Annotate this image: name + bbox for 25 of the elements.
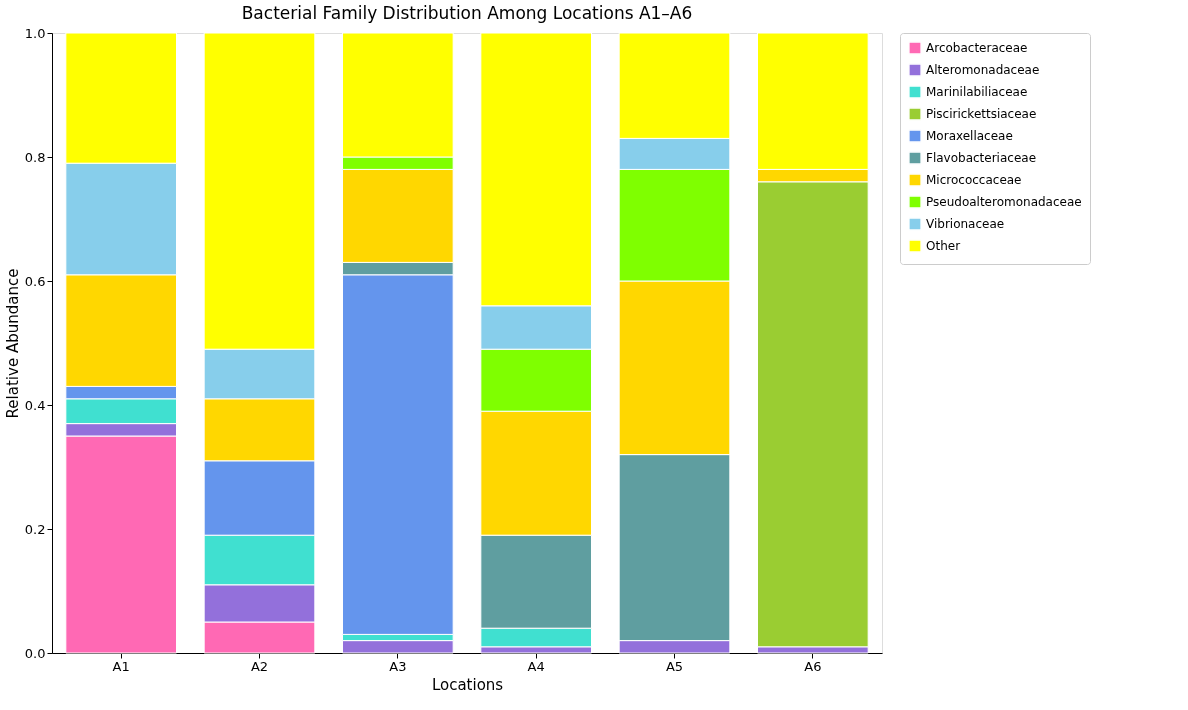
legend-label: Marinilabiliaceae [926, 85, 1028, 99]
x-tick-label: A2 [250, 658, 269, 674]
legend-label: Piscirickettsiaceae [926, 107, 1037, 121]
y-tick-label: 0.4 [24, 397, 46, 413]
legend-label: Micrococcaceae [926, 173, 1022, 187]
x-tick-label: A1 [112, 658, 130, 674]
x-tick-label: A3 [389, 658, 407, 674]
legend-label: Vibrionaceae [926, 217, 1005, 231]
x-axis-title: Locations [431, 675, 504, 694]
legend-label: Flavobacteriaceae [926, 151, 1037, 165]
legend-label: Other [926, 239, 961, 253]
y-tick-label: 0.6 [24, 273, 46, 289]
legend-label: Arcobacteraceae [926, 41, 1028, 55]
y-tick-label: 1.0 [24, 25, 46, 41]
x-tick-label: A4 [527, 658, 545, 674]
x-tick-label: A6 [804, 658, 822, 674]
chart-title: Bacterial Family Distribution Among Locations A1–A6 [241, 3, 693, 23]
x-tick-label: A5 [665, 658, 684, 674]
y-axis-title: Relative Abundance [3, 268, 22, 419]
y-tick-label: 0.2 [24, 521, 46, 537]
legend-label: Pseudoalteromonadaceae [926, 195, 1082, 209]
legend-label: Alteromonadaceae [926, 63, 1040, 77]
y-tick-label: 0.8 [24, 149, 46, 165]
legend-label: Moraxellaceae [926, 129, 1013, 143]
y-tick-label: 0.0 [24, 645, 46, 661]
